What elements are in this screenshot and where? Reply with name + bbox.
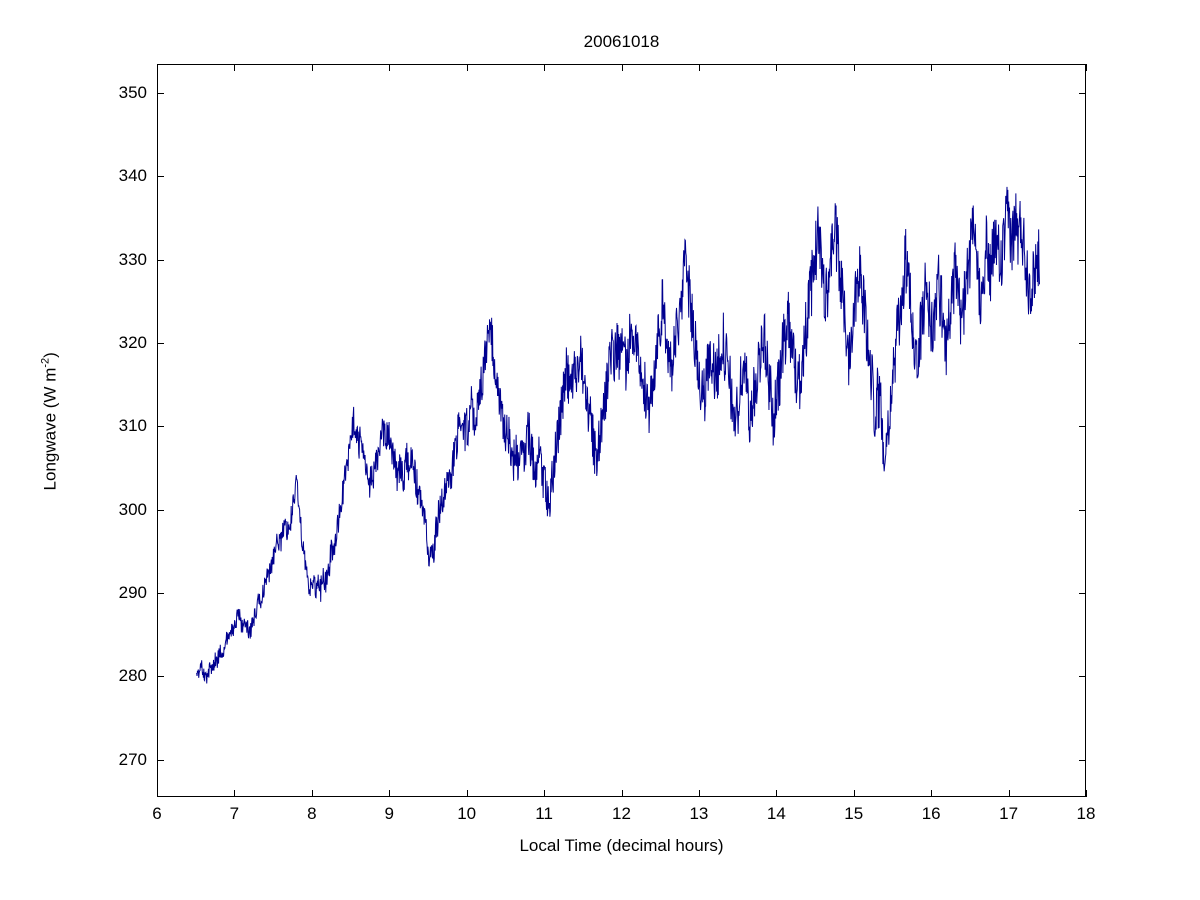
y-axis-tick-mark	[157, 509, 164, 511]
x-axis-tick-mark-top	[544, 64, 546, 71]
x-axis-tick-mark	[544, 790, 546, 797]
x-axis-tick-mark-top	[931, 64, 933, 71]
y-axis-tick-label: 280	[118, 666, 147, 686]
x-axis-tick-mark-top	[1086, 64, 1087, 71]
y-axis-tick-mark	[1079, 759, 1086, 761]
y-axis-tick-mark	[157, 343, 164, 345]
x-axis-tick-mark	[1008, 790, 1010, 797]
x-axis-tick-mark	[389, 790, 391, 797]
y-axis-tick-label: 290	[118, 582, 147, 602]
x-axis-tick-label: 6	[152, 804, 162, 823]
y-axis-tick-label: 340	[118, 166, 147, 186]
x-axis-tick-mark	[157, 790, 158, 797]
x-axis-tick-label: 8	[307, 804, 317, 823]
x-axis-tick-label: 7	[229, 804, 240, 823]
x-axis-tick-mark-top	[466, 64, 468, 71]
y-axis-tick-mark	[1079, 343, 1086, 345]
plot-title: 20061018	[583, 32, 660, 51]
y-axis-label-base: Longwave (W m	[40, 367, 60, 491]
x-axis-tick-mark-top	[776, 64, 778, 71]
x-axis-tick-label: 13	[689, 804, 709, 823]
x-axis-tick-label: 9	[384, 804, 394, 823]
x-axis-tick-mark-top	[853, 64, 855, 71]
y-axis-tick-mark	[157, 592, 164, 594]
x-axis-tick-label: 15	[844, 804, 864, 823]
x-axis-tick-label: 16	[921, 804, 941, 823]
x-axis-tick-mark-top	[698, 64, 700, 71]
x-axis-tick-mark-top	[1008, 64, 1010, 71]
line-series-canvas	[158, 65, 1085, 796]
y-axis-tick-label: 310	[118, 416, 147, 436]
y-axis-label: Longwave (W m-2)	[40, 221, 61, 621]
x-axis-tick-mark	[311, 790, 313, 797]
y-axis-tick-mark	[157, 176, 164, 178]
x-axis-tick-mark-top	[389, 64, 391, 71]
x-axis-tick-label: 10	[457, 804, 477, 823]
y-axis-label-close: )	[40, 352, 60, 358]
x-axis-tick-mark	[1086, 790, 1087, 797]
y-axis-tick-label: 270	[118, 749, 147, 769]
y-axis-tick-mark	[157, 676, 164, 678]
y-axis-tick-mark	[1079, 592, 1086, 594]
x-axis-tick-mark	[466, 790, 468, 797]
y-axis-label-exponent: -2	[39, 357, 52, 368]
y-axis-tick-mark	[1079, 426, 1086, 428]
x-axis-tick-mark	[698, 790, 700, 797]
y-axis-tick-mark	[1079, 176, 1086, 178]
y-axis-tick-mark	[1079, 259, 1086, 261]
x-axis-tick-mark	[234, 790, 236, 797]
x-axis-tick-mark-top	[234, 64, 236, 71]
y-axis-tick-mark	[157, 93, 164, 95]
y-axis-tick-mark	[157, 259, 164, 261]
x-axis-tick-mark	[931, 790, 933, 797]
y-axis-tick-mark	[1079, 509, 1086, 511]
x-axis-tick-label: 11	[535, 804, 553, 823]
y-axis-tick-label: 350	[118, 83, 147, 103]
x-axis-tick-mark-top	[621, 64, 623, 71]
x-axis-tick-mark	[621, 790, 623, 797]
x-axis-tick-label: 14	[766, 804, 786, 823]
y-axis-tick-mark	[157, 426, 164, 428]
x-axis-label: Local Time (decimal hours)	[519, 836, 724, 855]
y-axis-tick-mark	[1079, 676, 1086, 678]
x-axis-tick-label: 18	[1076, 804, 1096, 823]
y-axis-tick-label: 330	[118, 249, 147, 269]
y-axis-tick-mark	[157, 759, 164, 761]
y-axis-tick-mark	[1079, 93, 1086, 95]
longwave-series-line	[197, 187, 1040, 684]
x-axis-tick-label: 12	[612, 804, 631, 823]
x-axis-tick-mark	[776, 790, 778, 797]
plot-axes-box	[157, 64, 1086, 797]
x-axis-tick-mark-top	[311, 64, 313, 71]
x-axis-tick-label: 17	[999, 804, 1019, 823]
x-axis-tick-mark-top	[157, 64, 158, 71]
y-axis-tick-label: 320	[118, 333, 147, 353]
y-axis-tick-label: 300	[118, 499, 147, 519]
x-axis-tick-mark	[853, 790, 855, 797]
